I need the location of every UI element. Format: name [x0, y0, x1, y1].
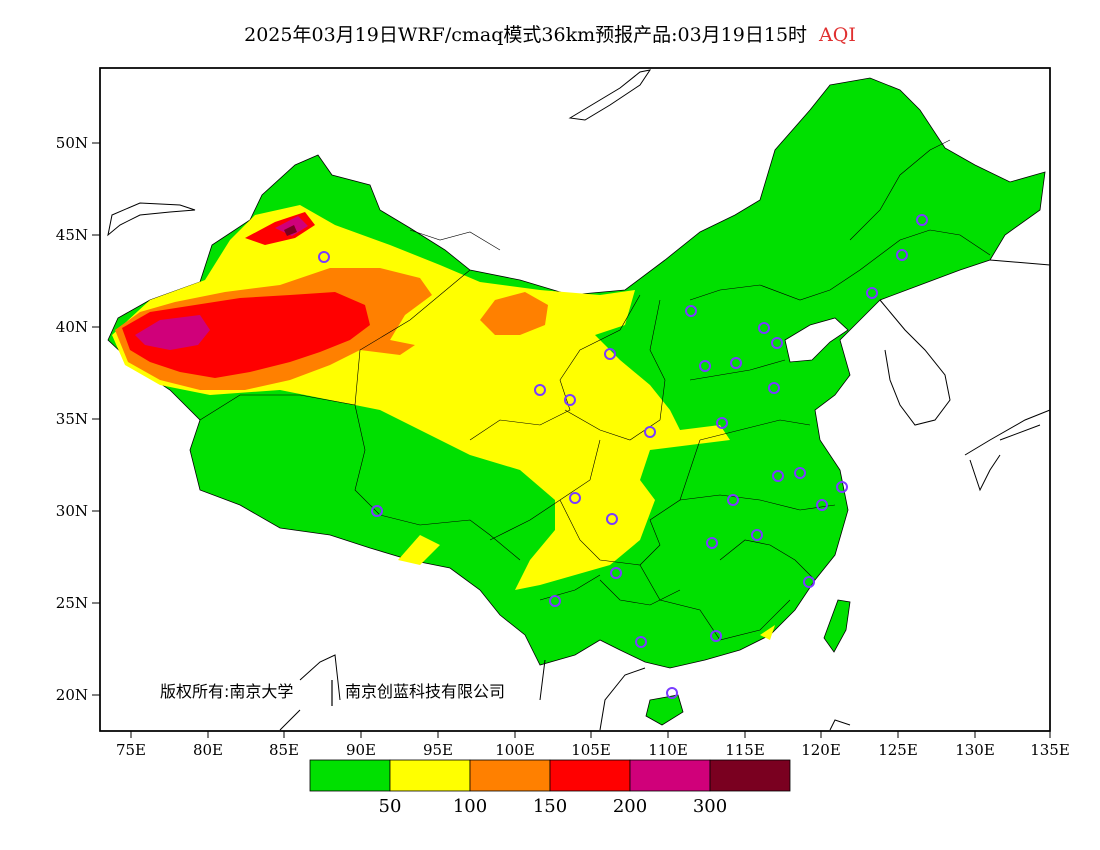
- lon-labels: 75E 80E 85E 90E 95E 100E 105E 110E 115E …: [116, 741, 1070, 759]
- station-marker: [716, 417, 728, 429]
- lon-label: 100E: [495, 741, 535, 759]
- lat-label: 20N: [56, 686, 88, 704]
- province-borders: [199, 139, 991, 641]
- lon-label: 80E: [193, 741, 223, 759]
- japan-coast: [964, 259, 1051, 492]
- station-marker: [866, 287, 878, 299]
- bohai-sea: [784, 317, 849, 363]
- station-marker: [916, 214, 928, 226]
- lon-label: 135E: [1030, 741, 1070, 759]
- station-marker: [635, 636, 647, 648]
- indochina-coast: [539, 659, 851, 731]
- station-marker: [318, 251, 330, 263]
- station-marker: [772, 470, 784, 482]
- station-marker: [706, 537, 718, 549]
- station-marker: [896, 249, 908, 261]
- aqi-red-zone: [122, 292, 370, 378]
- lon-label: 105E: [571, 741, 611, 759]
- legend-label: 100: [453, 796, 487, 817]
- aqi-orange-zone-east: [480, 292, 548, 335]
- station-marker: [758, 322, 770, 334]
- lon-label: 85E: [269, 741, 299, 759]
- color-legend: 50 100 150 200 300: [309, 759, 791, 817]
- hainan-island: [645, 694, 684, 726]
- lat-axis: [92, 142, 100, 696]
- lat-label: 35N: [56, 410, 88, 428]
- legend-label: 150: [533, 796, 567, 817]
- legend-label: 200: [613, 796, 647, 817]
- station-marker: [836, 481, 848, 493]
- lat-label: 30N: [56, 502, 88, 520]
- station-marker: [534, 384, 546, 396]
- station-marker: [604, 348, 616, 360]
- title-variable: AQI: [819, 24, 856, 46]
- legend-swatch-magenta: [629, 759, 711, 792]
- lat-label: 25N: [56, 594, 88, 612]
- station-markers: [318, 214, 928, 699]
- station-marker: [549, 595, 561, 607]
- lon-label: 75E: [116, 741, 146, 759]
- lat-label: 40N: [56, 318, 88, 336]
- korea-coast: [879, 299, 951, 426]
- station-marker: [710, 630, 722, 642]
- caspian-coast: [107, 202, 196, 237]
- legend-swatch-yellow: [389, 759, 471, 792]
- station-marker: [685, 305, 697, 317]
- legend-swatch-maroon: [709, 759, 791, 792]
- baikal-coast: [568, 69, 652, 121]
- lon-label: 95E: [423, 741, 453, 759]
- lat-labels: 50N 45N 40N 35N 30N 25N 20N: [56, 134, 88, 704]
- station-marker: [699, 360, 711, 372]
- station-marker: [803, 576, 815, 588]
- map-title: 2025年03月19日WRF/cmaq模式36km预报产品:03月19日15时 A…: [0, 20, 1100, 47]
- station-marker: [771, 337, 783, 349]
- lon-label: 90E: [346, 741, 376, 759]
- legend-label: 50: [379, 796, 402, 817]
- aqi-magenta-zone: [135, 315, 210, 350]
- legend-swatch-green: [309, 759, 391, 792]
- aqi-magenta-zone-north: [275, 216, 308, 236]
- lon-axis: [130, 731, 1051, 738]
- lon-label: 125E: [878, 741, 918, 759]
- map-frame-border: [99, 67, 1051, 732]
- aqi-yellow-zone-south: [398, 535, 440, 565]
- copyright-text-2: 南京创蓝科技有限公司: [345, 682, 505, 701]
- station-marker: [569, 492, 581, 504]
- india-coast: [279, 654, 341, 731]
- lat-label: 50N: [56, 134, 88, 152]
- station-marker: [564, 394, 576, 406]
- lon-label: 115E: [725, 741, 765, 759]
- legend-label: 300: [693, 796, 727, 817]
- station-marker: [727, 494, 739, 506]
- aqi-maroon-zone: [284, 225, 297, 236]
- lat-label: 45N: [56, 226, 88, 244]
- lon-label: 120E: [801, 741, 841, 759]
- copyright-text-1: 版权所有:南京大学: [160, 682, 293, 701]
- station-marker: [768, 382, 780, 394]
- station-marker: [730, 357, 742, 369]
- station-marker: [371, 505, 383, 517]
- lon-label: 110E: [648, 741, 688, 759]
- station-marker: [666, 687, 678, 699]
- legend-swatch-orange: [469, 759, 551, 792]
- lon-label: 130E: [955, 741, 995, 759]
- station-marker: [606, 513, 618, 525]
- aqi-yellow-zone-coast: [760, 625, 775, 640]
- station-marker: [610, 567, 622, 579]
- station-marker: [644, 426, 656, 438]
- taiwan-island: [823, 599, 851, 653]
- title-main: 2025年03月19日WRF/cmaq模式36km预报产品:03月19日15时: [244, 24, 808, 46]
- station-marker: [794, 467, 806, 479]
- station-marker: [751, 529, 763, 541]
- station-marker: [816, 499, 828, 511]
- legend-swatch-red: [549, 759, 631, 792]
